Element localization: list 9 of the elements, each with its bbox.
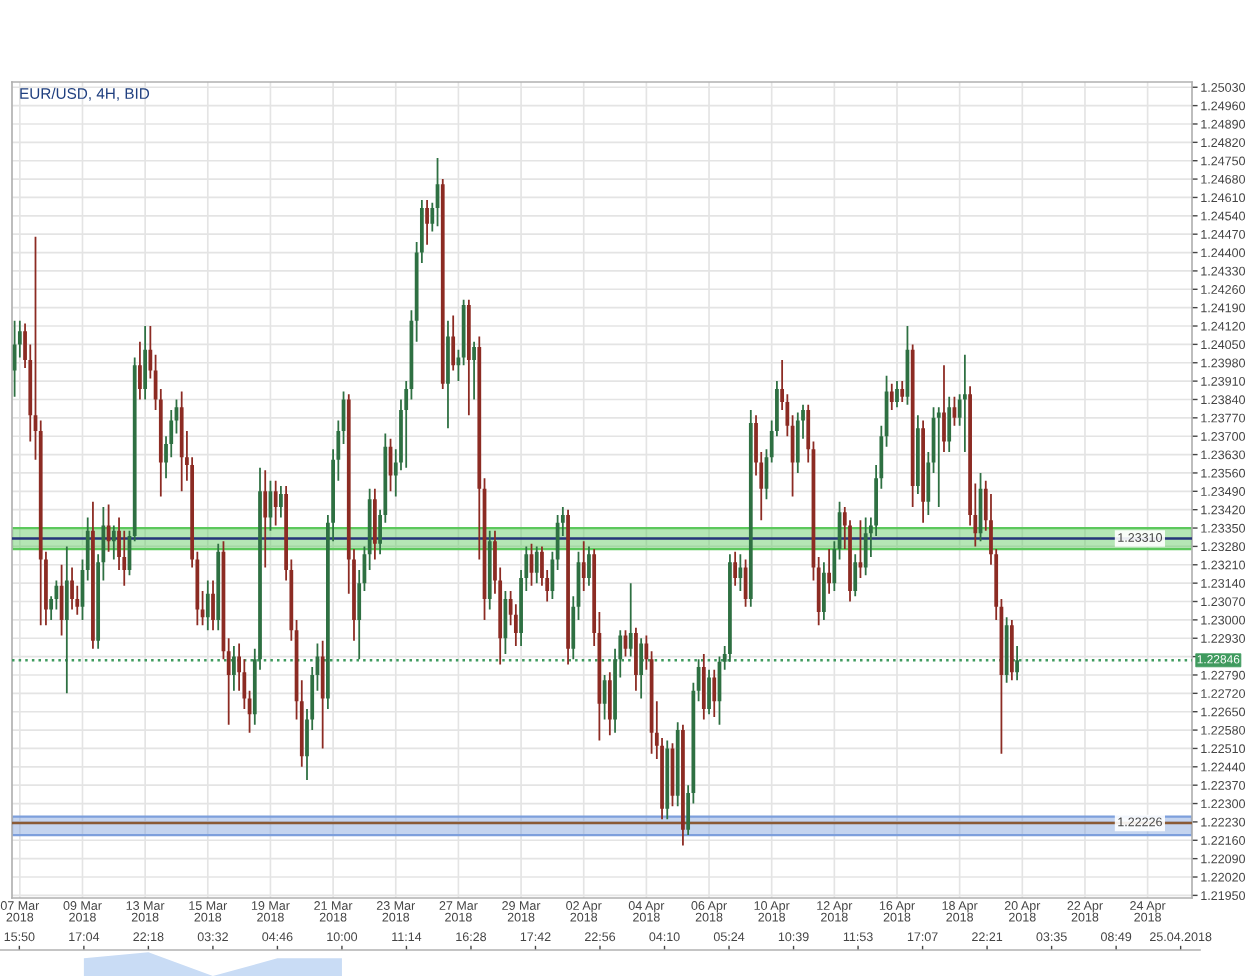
candlestick [628, 583, 633, 657]
candlestick [936, 407, 941, 508]
candlestick [963, 354, 967, 452]
candlestick [827, 549, 831, 594]
candlestick [738, 554, 743, 592]
candlestick [111, 525, 116, 560]
candlestick [472, 341, 476, 400]
candlestick [64, 546, 69, 694]
candlestick [263, 470, 268, 568]
